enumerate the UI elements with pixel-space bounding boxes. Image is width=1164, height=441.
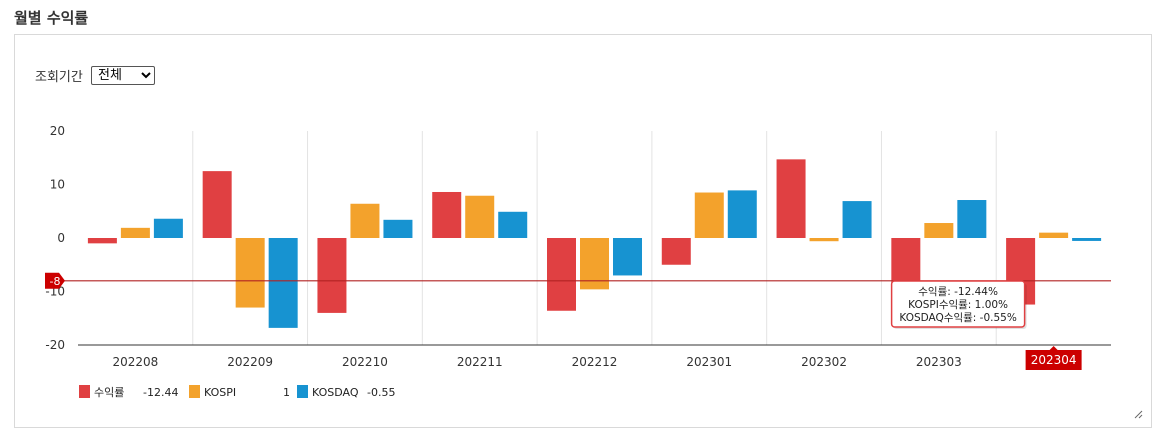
legend-swatch xyxy=(79,385,90,398)
bar-kosdaq xyxy=(498,211,528,238)
bar-kosdaq xyxy=(842,201,872,238)
x-tick-label: 202210 xyxy=(342,355,388,369)
tooltip-line: KOSPI수익률: 1.00% xyxy=(908,299,1008,311)
legend-label: KOSDAQ xyxy=(312,386,359,399)
y-tick-label: 10 xyxy=(50,178,65,192)
highlight-category-pointer xyxy=(1049,346,1058,350)
tooltip-box xyxy=(890,280,1026,328)
bar-수익률 xyxy=(661,238,691,265)
bar-수익률 xyxy=(432,191,462,238)
reference-line-label: -8 xyxy=(50,275,61,288)
highlight-category-box xyxy=(1025,350,1082,370)
bar-kospi xyxy=(1039,232,1069,238)
legend-value: 1 xyxy=(283,386,290,399)
x-tick-label: 202301 xyxy=(686,355,732,369)
tooltip-line: KOSDAQ수익률: -0.55% xyxy=(899,312,1016,324)
bar-수익률 xyxy=(891,238,921,288)
legend-swatch xyxy=(297,385,308,398)
page-title: 월별 수익률 xyxy=(14,9,89,27)
legend-label: 수익률 xyxy=(94,386,124,399)
bar-kosdaq xyxy=(268,238,298,328)
bar-kosdaq xyxy=(383,219,413,238)
bar-kospi xyxy=(924,223,954,238)
legend-value: -0.55 xyxy=(367,386,395,399)
bar-kosdaq xyxy=(727,190,757,238)
bar-kospi xyxy=(809,238,839,242)
x-tick-label: 202302 xyxy=(801,355,847,369)
x-tick-label: 202304 xyxy=(1031,353,1077,367)
bar-kosdaq xyxy=(613,238,642,276)
legend-value: -12.44 xyxy=(143,386,178,399)
y-tick-label: -20 xyxy=(45,338,65,352)
bar-kospi xyxy=(465,195,495,238)
bar-kospi xyxy=(580,238,609,290)
y-tick-label: 20 xyxy=(50,124,65,138)
legend-label: KOSPI xyxy=(204,386,236,399)
bar-kosdaq xyxy=(153,218,183,238)
bar-kospi xyxy=(350,203,380,238)
chart-panel: 조회기간 전체 20 10 0 -10 -20 202208 202209 202210 202… xyxy=(14,34,1152,428)
tooltip-line: 수익률: -12.44% xyxy=(918,286,998,298)
x-tick-label: 202208 xyxy=(112,355,158,369)
bar-수익률 xyxy=(776,159,806,238)
period-label: 조회기간 xyxy=(35,70,83,85)
y-tick-label: 0 xyxy=(57,231,65,245)
x-tick-label: 202212 xyxy=(572,355,618,369)
bar-수익률 xyxy=(87,238,117,244)
bar-kosdaq xyxy=(1072,238,1102,241)
bar-kospi xyxy=(235,238,265,308)
bar-수익률 xyxy=(202,171,232,238)
resize-handle-icon[interactable] xyxy=(1133,409,1143,419)
x-tick-label: 202303 xyxy=(916,355,962,369)
bar-kospi xyxy=(694,192,724,238)
period-select[interactable]: 전체 xyxy=(91,66,155,85)
bar-수익률 xyxy=(317,238,347,313)
x-tick-label: 202209 xyxy=(227,355,273,369)
legend-swatch xyxy=(189,385,200,398)
x-tick-label: 202211 xyxy=(457,355,503,369)
reference-line-marker xyxy=(45,272,65,289)
bar-kospi xyxy=(120,227,150,238)
bar-kosdaq xyxy=(957,200,987,238)
bar-수익률 xyxy=(547,238,576,311)
